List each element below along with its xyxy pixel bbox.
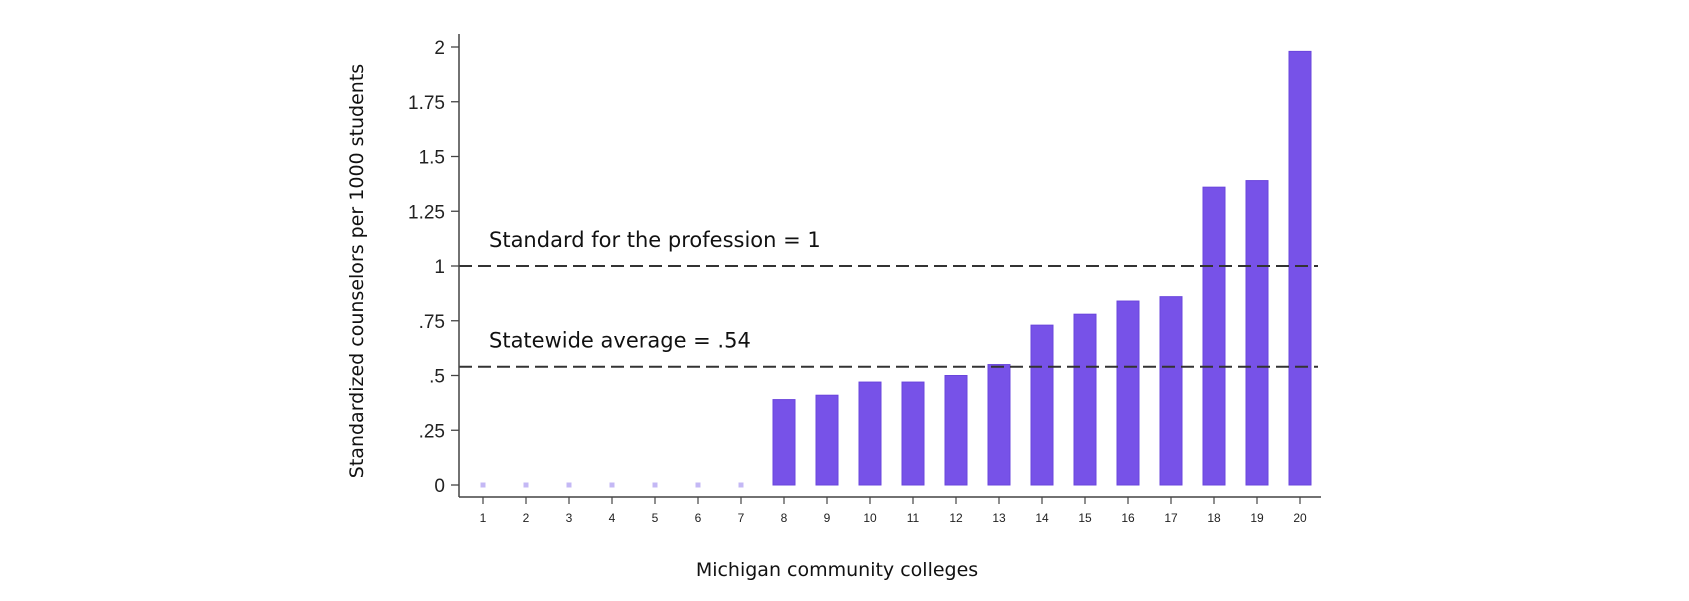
bar-college-14 (1030, 324, 1054, 486)
y-tick-label: .25 (419, 421, 445, 442)
bar-college-3 (566, 482, 572, 488)
y-tick-label: 1.25 (408, 202, 445, 223)
y-tick-label: .5 (429, 367, 445, 388)
y-axis-title: Standardized counselors per 1000 student… (346, 64, 368, 478)
y-tick-label: 0 (434, 476, 445, 497)
x-tick-label: 3 (566, 511, 573, 525)
bar-college-17 (1159, 296, 1183, 486)
bar-college-18 (1202, 186, 1226, 486)
bar-college-12 (944, 375, 968, 486)
y-tick-label: 2 (434, 38, 445, 59)
y-tick-label: 1.5 (419, 148, 445, 169)
x-tick-label: 4 (609, 511, 616, 525)
x-tick-label: 11 (907, 511, 920, 525)
x-tick-label: 9 (824, 511, 831, 525)
bar-college-5 (652, 482, 658, 488)
reference-line-label: Standard for the profession = 1 (489, 228, 821, 252)
x-tick-label: 12 (949, 511, 963, 525)
bar-college-13 (987, 364, 1011, 486)
y-tick-label: 1.75 (408, 93, 445, 114)
x-tick-label: 5 (652, 511, 659, 525)
bar-college-16 (1116, 300, 1140, 486)
x-tick-label: 14 (1035, 511, 1049, 525)
bar-college-7 (738, 482, 744, 488)
x-tick-label: 16 (1121, 511, 1135, 525)
bar-college-19 (1245, 180, 1269, 486)
bar-college-15 (1073, 313, 1097, 486)
y-tick-label: 1 (434, 257, 445, 278)
x-tick-label: 6 (695, 511, 702, 525)
bar-college-8 (772, 399, 796, 486)
y-tick-label: .75 (419, 312, 445, 333)
x-tick-label: 19 (1250, 511, 1264, 525)
x-axis-title: Michigan community colleges (696, 559, 978, 581)
bar-college-9 (815, 394, 839, 486)
x-tick-label: 7 (738, 511, 745, 525)
x-tick-label: 13 (992, 511, 1006, 525)
bars (480, 50, 1312, 488)
bar-college-6 (695, 482, 701, 488)
bar-college-20 (1288, 50, 1312, 486)
bar-college-11 (901, 381, 925, 486)
reference-lines: Standard for the profession = 1 Statewide… (459, 228, 1318, 368)
x-tick-label: 18 (1207, 511, 1221, 525)
x-axis-ticks: 1 2 3 4 5 6 7 8 9 10 11 12 13 14 15 16 17 18 19 20 (480, 497, 1307, 525)
bar-college-10 (858, 381, 882, 486)
bar-college-2 (523, 482, 529, 488)
y-axis-ticks: 0 .25 .5 .75 1 1.25 1.5 1.75 2 (408, 38, 459, 497)
x-tick-label: 17 (1164, 511, 1178, 525)
x-tick-label: 2 (523, 511, 530, 525)
x-tick-label: 10 (863, 511, 877, 525)
x-tick-label: 1 (480, 511, 487, 525)
x-tick-label: 20 (1293, 511, 1307, 525)
bar-college-4 (609, 482, 615, 488)
x-tick-label: 8 (781, 511, 788, 525)
bar-college-1 (480, 482, 486, 488)
reference-line-label: Statewide average = .54 (489, 329, 751, 353)
x-tick-label: 15 (1078, 511, 1092, 525)
